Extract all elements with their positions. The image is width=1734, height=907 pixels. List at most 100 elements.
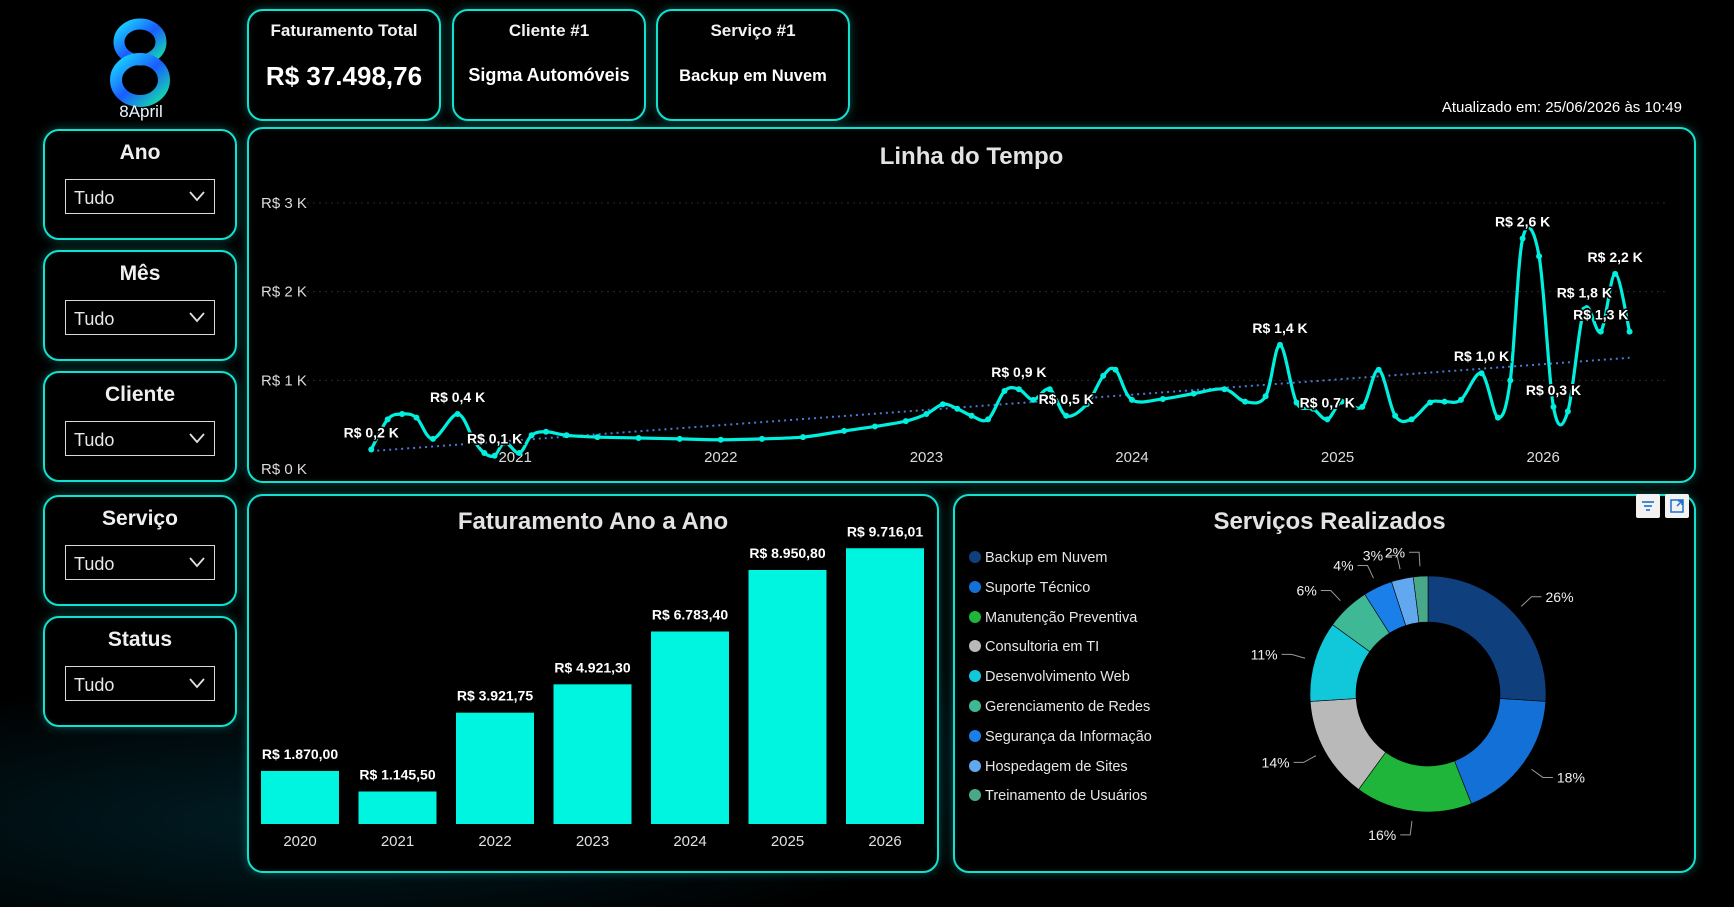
kpi-title: Cliente #1 xyxy=(508,21,590,40)
slice-leader-line xyxy=(1387,554,1401,570)
slice-leader-line xyxy=(1281,653,1306,659)
bar-value-label: R$ 1.145,50 xyxy=(359,766,435,782)
legend-marker xyxy=(969,551,981,563)
slice-percent-label: 3% xyxy=(1363,547,1383,563)
focus-mode-button[interactable] xyxy=(1665,494,1689,518)
legend-marker xyxy=(969,759,981,772)
filter-icon xyxy=(1642,501,1654,511)
bar xyxy=(456,712,534,824)
data-label: R$ 0,9 K xyxy=(991,364,1046,380)
slice-percent-label: 16% xyxy=(1368,827,1396,843)
legend-item[interactable]: Segurança da Informação xyxy=(969,729,1152,751)
data-point xyxy=(1597,328,1604,335)
legend-item[interactable]: Manutenção Preventiva xyxy=(969,610,1137,632)
legend-label: Manutenção Preventiva xyxy=(985,609,1138,626)
bar-value-label: R$ 8.950,80 xyxy=(749,545,825,561)
x-tick-label: 2020 xyxy=(283,833,316,850)
x-tick-label: 2026 xyxy=(868,833,901,850)
data-point xyxy=(1626,328,1633,335)
kpi-title: Serviço #1 xyxy=(710,21,796,40)
slice-leader-line xyxy=(1400,820,1413,836)
data-point xyxy=(1083,401,1090,408)
x-tick-label: 2023 xyxy=(910,449,943,466)
data-point xyxy=(800,434,807,441)
data-point xyxy=(1519,235,1526,242)
slice-percent-label: 6% xyxy=(1297,582,1317,598)
legend-item[interactable]: Gerenciamento de Redes xyxy=(969,699,1150,721)
data-point xyxy=(481,450,488,457)
data-point xyxy=(1392,412,1399,419)
dropdown-value: Tudo xyxy=(74,675,115,695)
filter-status: Status Tudo xyxy=(43,616,237,727)
legend-item[interactable]: Backup em Nuvem xyxy=(969,550,1108,572)
data-point xyxy=(1030,396,1037,403)
data-point xyxy=(717,436,724,443)
x-tick-label: 2022 xyxy=(478,833,511,850)
legend-item[interactable]: Consultoria em TI xyxy=(969,639,1099,661)
status-dropdown[interactable]: Tudo xyxy=(65,666,215,701)
chevron-down-icon xyxy=(189,191,205,202)
data-point xyxy=(516,450,523,457)
legend-item[interactable]: Desenvolvimento Web xyxy=(969,669,1130,691)
data-point xyxy=(491,452,498,459)
x-tick-label: 2024 xyxy=(1115,449,1148,466)
legend-label: Desenvolvimento Web xyxy=(985,669,1130,686)
data-point xyxy=(923,411,930,418)
year-dropdown[interactable]: Tudo xyxy=(65,179,215,214)
kpi-card-top-client: Cliente #1 Sigma Automóveis xyxy=(452,9,646,121)
legend-marker xyxy=(969,670,981,683)
data-point xyxy=(1128,396,1135,403)
legend-marker xyxy=(969,580,981,593)
data-point xyxy=(543,428,550,435)
yearly-bar-chart: R$ 1.870,00 2020 R$ 1.145,50 2021 R$ 3.921,7… xyxy=(261,523,924,850)
data-point xyxy=(1324,416,1331,423)
services-donut-chart: 26% 18% 16% 14% 11% 6% 4% 3% 2% xyxy=(1251,544,1585,843)
data-label: R$ 0,5 K xyxy=(1039,391,1094,407)
data-label: R$ 0,3 K xyxy=(1526,382,1581,398)
bar-value-label: R$ 3.921,75 xyxy=(457,688,533,704)
legend-item[interactable]: Treinamento de Usuários xyxy=(969,788,1147,810)
data-point xyxy=(1242,398,1249,405)
dropdown-value: Tudo xyxy=(74,309,115,329)
chart-title: Faturamento Ano a Ano xyxy=(457,508,729,535)
y-tick-label: R$ 2 K xyxy=(261,284,307,301)
data-point xyxy=(676,435,683,442)
slice-leader-line xyxy=(1409,551,1421,567)
legend-item[interactable]: Hospedagem de Sites xyxy=(969,759,1128,781)
legend-label: Hospedagem de Sites xyxy=(985,758,1128,775)
x-tick-label: 2025 xyxy=(1321,449,1354,466)
x-tick-label: 2026 xyxy=(1527,449,1560,466)
legend-marker xyxy=(969,610,981,623)
legend-item[interactable]: Suporte Técnico xyxy=(969,580,1090,602)
slice-percent-label: 2% xyxy=(1385,544,1405,560)
data-point xyxy=(1427,399,1434,406)
donut-slice xyxy=(1412,575,1429,623)
client-dropdown[interactable]: Tudo xyxy=(65,421,215,456)
filter-client: Cliente Tudo xyxy=(43,371,237,482)
legend-marker xyxy=(969,700,981,712)
filter-button[interactable] xyxy=(1636,494,1660,518)
data-point xyxy=(429,435,436,442)
data-point xyxy=(1063,412,1070,419)
filter-month: Mês Tudo xyxy=(43,250,237,361)
data-point xyxy=(841,427,848,434)
bar xyxy=(651,631,729,824)
chart-title: Linha do Tempo xyxy=(879,143,1064,170)
kpi-value: Sigma Automóveis xyxy=(468,65,630,85)
slice-percent-label: 14% xyxy=(1262,754,1290,770)
logo-text: 8April xyxy=(119,102,163,121)
service-dropdown[interactable]: Tudo xyxy=(65,545,215,580)
data-point xyxy=(1262,393,1269,400)
month-dropdown[interactable]: Tudo xyxy=(65,300,215,335)
legend-marker xyxy=(969,789,981,802)
y-tick-label: R$ 3 K xyxy=(261,195,307,212)
data-point xyxy=(368,446,375,453)
legend-label: Suporte Técnico xyxy=(985,579,1091,596)
data-label: R$ 1,0 K xyxy=(1454,348,1509,364)
legend-marker xyxy=(969,640,981,653)
bar xyxy=(748,569,827,824)
slice-percent-label: 26% xyxy=(1546,589,1574,605)
donut-slice xyxy=(1427,575,1547,702)
legend-label: Segurança da Informação xyxy=(985,728,1152,745)
data-point xyxy=(413,414,420,421)
